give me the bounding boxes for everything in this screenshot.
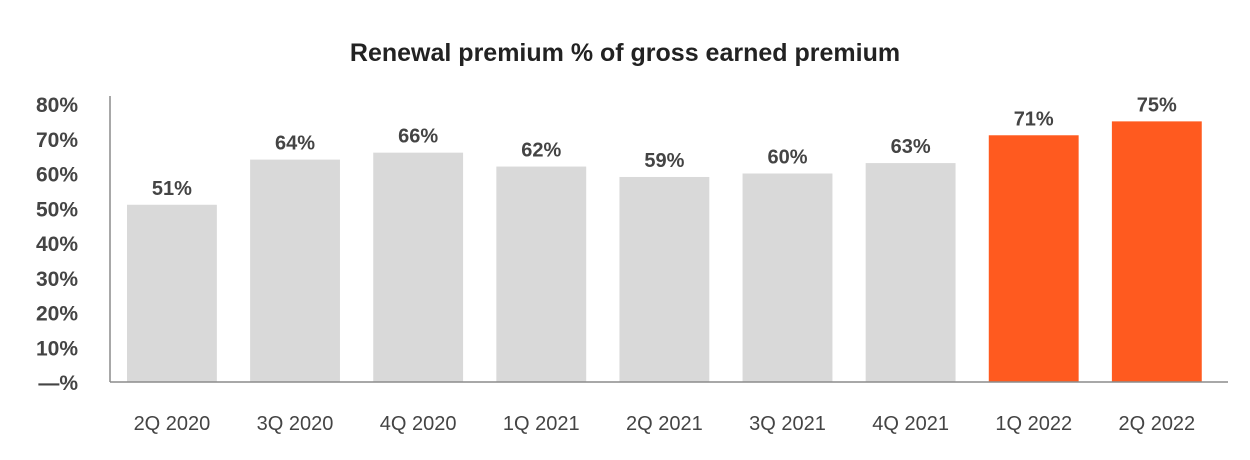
bar-1q-2022 xyxy=(988,135,1079,382)
bar-2q-2020 xyxy=(127,204,217,382)
bar-4q-2020 xyxy=(373,152,464,382)
bar-4q-2021 xyxy=(865,163,956,382)
x-tick-label: 3Q 2020 xyxy=(257,413,334,435)
y-tick-label: 60% xyxy=(36,164,78,187)
bars: 51% 64% 66% 62% 59% 60% 63% 71% 75% xyxy=(127,94,1202,382)
data-label: 66% xyxy=(398,126,438,148)
y-tick-label: 50% xyxy=(36,198,78,221)
y-tick-label: 30% xyxy=(36,268,78,291)
y-axis: —% 10% 20% 30% 40% 50% 60% 70% 80% xyxy=(36,94,111,395)
y-tick-label: 70% xyxy=(36,129,78,152)
data-label: 75% xyxy=(1137,94,1177,116)
data-label: 71% xyxy=(1014,108,1054,130)
data-label: 64% xyxy=(275,133,315,155)
chart-title: Renewal premium % of gross earned premiu… xyxy=(350,39,900,67)
data-label: 62% xyxy=(521,140,561,162)
data-label: 60% xyxy=(767,147,807,169)
y-tick-label: 20% xyxy=(36,303,78,326)
x-tick-label: 4Q 2021 xyxy=(872,413,949,435)
bar-3q-2021 xyxy=(742,173,833,382)
y-tick-label: 10% xyxy=(36,337,78,360)
x-tick-label: 3Q 2021 xyxy=(749,413,826,435)
y-tick-label: —% xyxy=(38,372,78,395)
bar-3q-2020 xyxy=(250,159,340,382)
x-tick-label: 2Q 2021 xyxy=(626,413,703,435)
x-tick-label: 2Q 2020 xyxy=(134,413,211,435)
y-tick-label: 80% xyxy=(36,94,78,117)
data-label: 63% xyxy=(891,136,931,158)
data-label: 51% xyxy=(152,178,192,200)
y-tick-label: 40% xyxy=(36,233,78,256)
bar-2q-2021 xyxy=(619,176,710,382)
x-tick-label: 2Q 2022 xyxy=(1118,413,1195,435)
x-tick-label: 1Q 2022 xyxy=(995,413,1072,435)
x-tick-label: 4Q 2020 xyxy=(380,413,457,435)
data-label: 59% xyxy=(644,150,684,172)
x-axis: 2Q 2020 3Q 2020 4Q 2020 1Q 2021 2Q 2021 3Q 20… xyxy=(110,381,1228,435)
x-tick-label: 1Q 2021 xyxy=(503,413,580,435)
bar-1q-2021 xyxy=(496,166,587,382)
bar-2q-2022 xyxy=(1111,121,1202,382)
